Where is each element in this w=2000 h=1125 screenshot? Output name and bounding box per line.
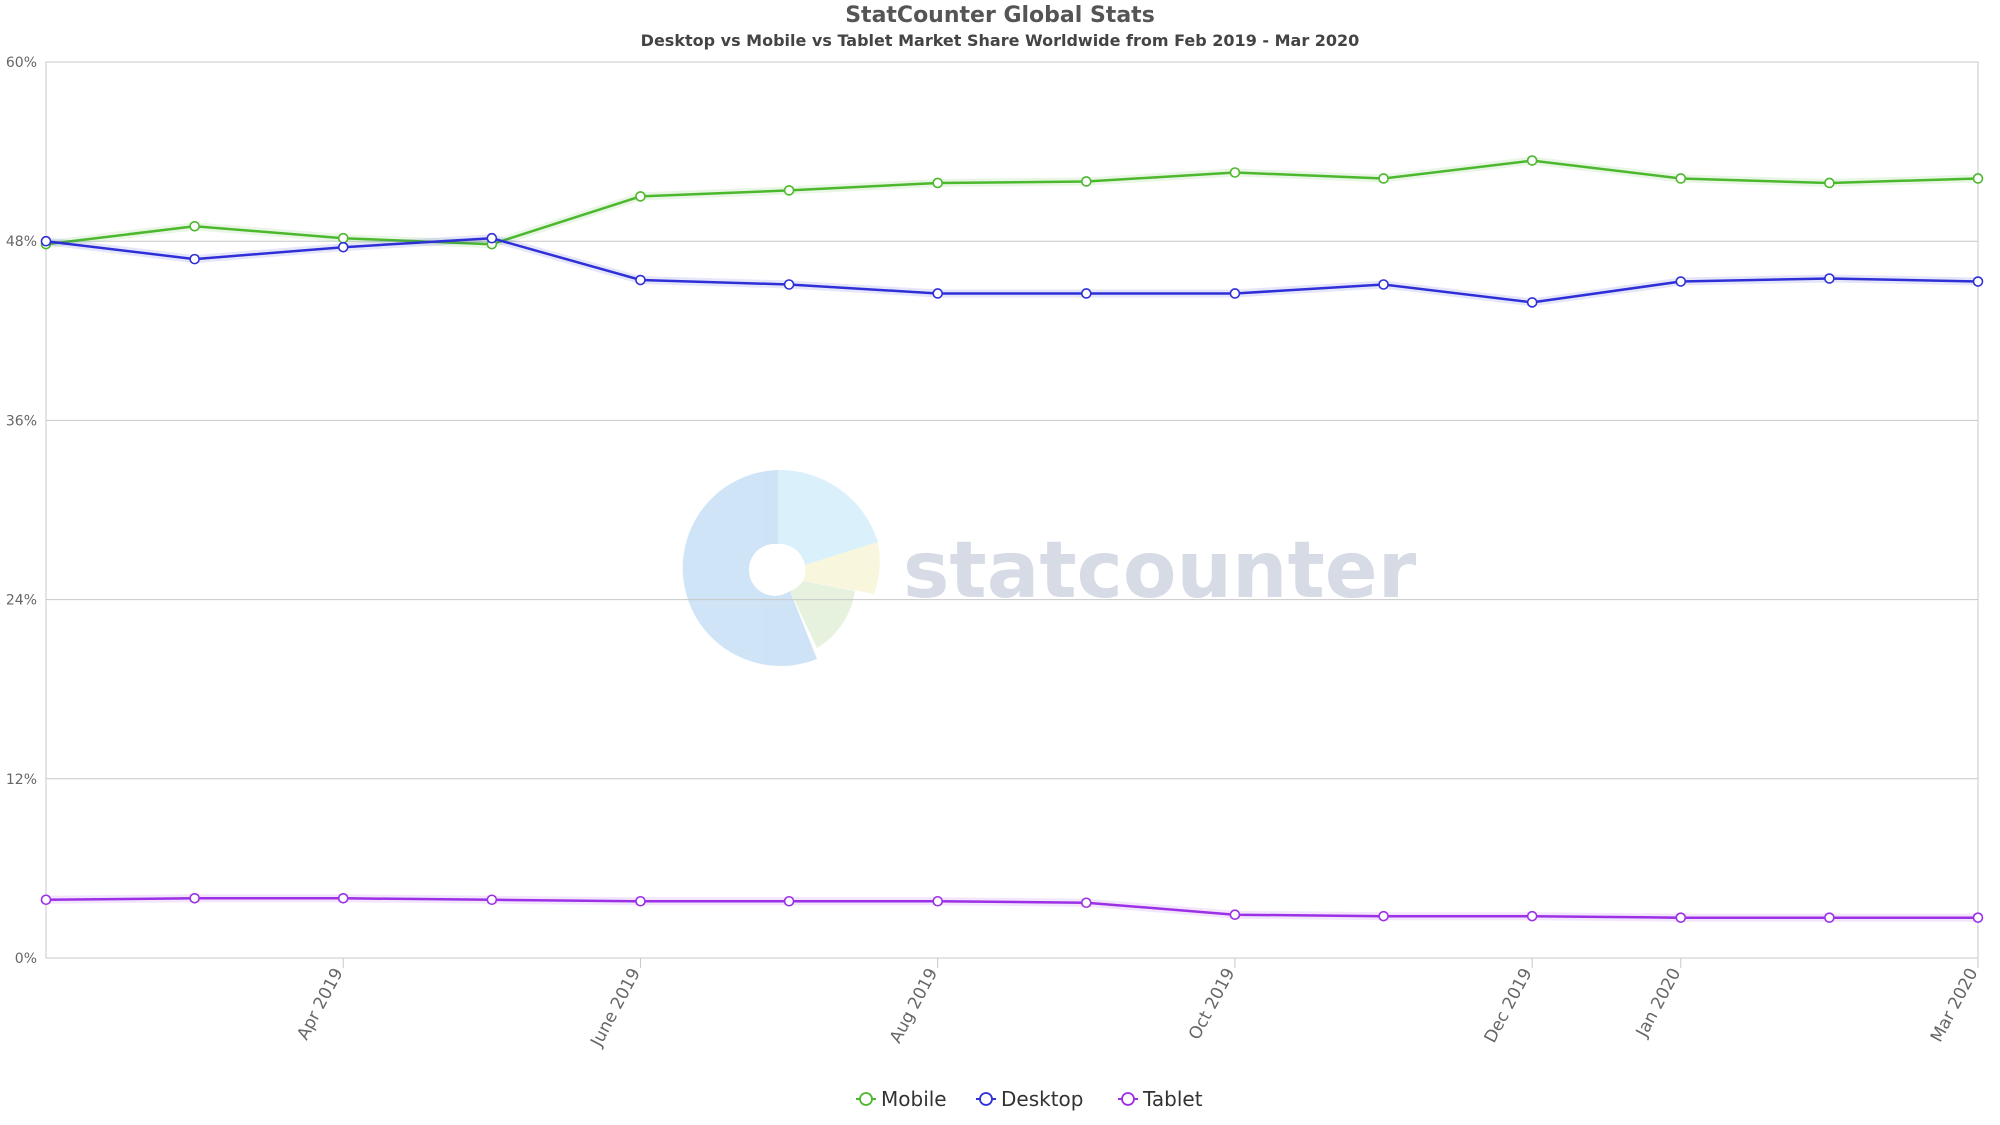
data-point[interactable] [1972,173,1984,184]
data-point[interactable] [486,232,498,244]
data-point[interactable] [40,235,52,247]
grid-lines [46,61,1978,959]
series-desktop [40,232,1984,308]
x-tick-label: Jan 2020 [1632,965,1685,1041]
watermark-logo-cyan [778,469,878,565]
watermark-logo-green [790,581,855,648]
y-axis-ticks: 0% 12% 24% 36% 48% 60% [6,55,37,967]
data-point[interactable] [1526,910,1538,922]
x-axis-ticks: Apr 2019 June 2019 Aug 2019 Oct 2019 Dec 201… [293,958,1982,1051]
legend-label: Tablet [1142,1087,1203,1111]
data-point[interactable] [1972,912,1984,923]
legend-item-tablet[interactable]: Tablet [1118,1087,1203,1111]
chart-subtitle: Desktop vs Mobile vs Tablet Market Share… [641,31,1360,50]
data-point[interactable] [932,177,943,189]
series-line-halo [45,156,1979,249]
data-point[interactable] [40,894,52,906]
data-point[interactable] [1081,897,1092,909]
chart-title: StatCounter Global Stats [845,3,1155,28]
watermark-text: statcounter [903,526,1417,616]
x-tick-label: Aug 2019 [886,965,942,1047]
y-tick-label: 0% [15,951,37,967]
series-line [45,236,1979,304]
data-point[interactable] [1824,273,1835,284]
data-point[interactable] [1824,912,1835,923]
data-point[interactable] [1675,276,1687,287]
x-tick-label: Oct 2019 [1185,965,1239,1043]
data-point[interactable] [783,279,795,290]
data-point[interactable] [635,895,646,907]
watermark-logo-blue [682,470,817,666]
data-point[interactable] [1081,176,1092,187]
data-point[interactable] [635,274,646,286]
legend-label: Desktop [1001,1087,1083,1111]
data-point[interactable] [1229,288,1241,299]
data-point[interactable] [337,892,349,904]
series-line [45,159,1979,246]
data-point[interactable] [783,185,795,196]
data-point[interactable] [1675,173,1687,184]
data-point[interactable] [337,241,349,253]
legend-label: Mobile [881,1087,947,1111]
data-point[interactable] [189,220,200,232]
plot-frame [45,61,1979,959]
data-point[interactable] [189,253,200,265]
data-point[interactable] [486,894,498,906]
data-point[interactable] [1081,288,1092,299]
statcounter-watermark: statcounter [682,469,1417,666]
legend-item-desktop[interactable]: Desktop [976,1087,1083,1111]
legend-marker [979,1092,993,1106]
legend-item-mobile[interactable]: Mobile [856,1087,947,1111]
legend-marker [1121,1092,1135,1106]
y-tick-label: 24% [6,593,37,609]
series-group [40,155,1984,923]
data-point[interactable] [783,895,795,907]
x-tick-label: June 2019 [587,965,645,1051]
x-tick-label: Apr 2019 [293,965,347,1043]
series-line [45,897,1978,919]
data-point[interactable] [337,232,349,244]
series-tablet [40,892,1984,923]
data-point[interactable] [932,288,943,299]
data-point[interactable] [1675,912,1687,923]
y-tick-label: 60% [6,55,37,71]
y-tick-label: 12% [6,772,37,788]
x-tick-label: Dec 2019 [1481,965,1537,1046]
data-point[interactable] [1378,910,1389,922]
legend: Mobile Desktop Tablet [856,1087,1203,1111]
data-point[interactable] [1229,909,1241,920]
data-point[interactable] [1378,173,1389,184]
data-point[interactable] [932,895,943,907]
series-mobile [40,155,1984,250]
data-point[interactable] [1526,155,1538,166]
y-tick-label: 36% [6,413,37,429]
data-point[interactable] [1824,177,1835,189]
watermark-logo-yellow [803,542,880,594]
legend-marker [859,1092,873,1106]
data-point[interactable] [189,892,200,904]
y-tick-label: 48% [6,234,37,250]
x-tick-label: Mar 2020 [1927,965,1983,1046]
data-point[interactable] [1526,297,1538,308]
data-point[interactable] [635,191,646,202]
data-point[interactable] [1378,279,1389,290]
data-point[interactable] [1229,167,1241,178]
data-point[interactable] [1972,276,1984,287]
